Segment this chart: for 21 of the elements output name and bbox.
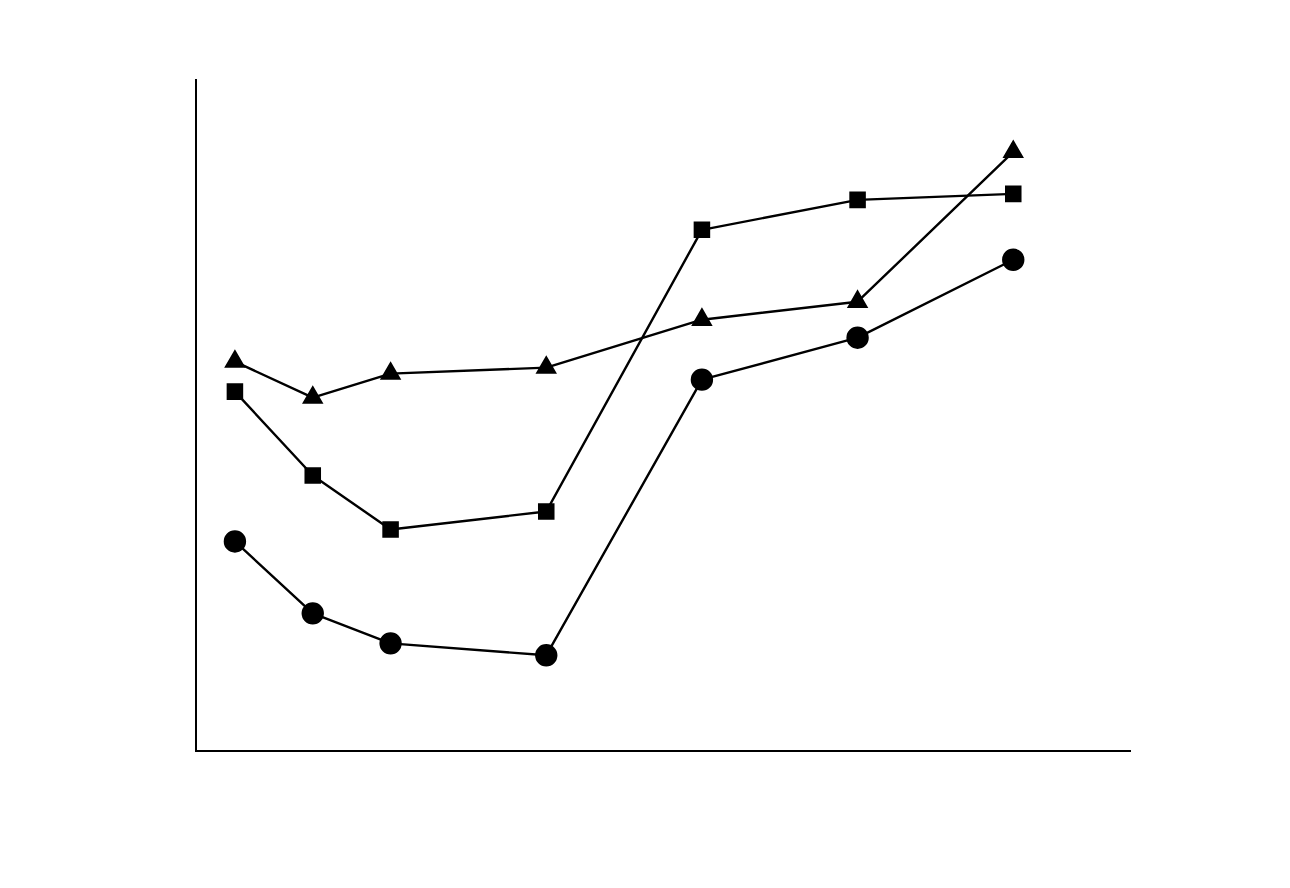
point xyxy=(536,356,557,374)
point xyxy=(1002,248,1025,271)
point xyxy=(223,530,247,553)
point xyxy=(846,326,869,349)
point xyxy=(379,632,402,655)
point xyxy=(693,221,711,239)
point xyxy=(225,350,245,368)
point xyxy=(304,467,322,484)
point xyxy=(382,521,399,538)
point xyxy=(301,602,324,625)
point xyxy=(847,290,868,308)
point xyxy=(849,191,866,209)
point xyxy=(226,383,244,400)
point xyxy=(692,308,712,326)
point xyxy=(1003,140,1024,159)
point xyxy=(537,503,555,520)
point xyxy=(1004,185,1022,203)
point xyxy=(690,368,714,391)
point xyxy=(302,386,323,404)
point xyxy=(535,644,558,667)
point xyxy=(380,362,401,380)
